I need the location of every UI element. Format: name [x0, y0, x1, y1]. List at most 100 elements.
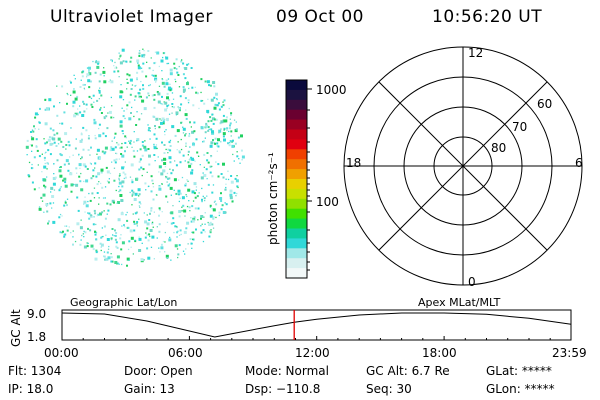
image-pixel: [188, 200, 190, 202]
image-pixel: [88, 135, 90, 137]
image-pixel: [151, 94, 154, 97]
image-pixel: [64, 184, 68, 188]
image-pixel: [160, 59, 164, 63]
image-pixel: [156, 194, 158, 196]
image-pixel: [224, 188, 227, 191]
image-pixel: [211, 207, 213, 210]
image-pixel: [66, 92, 68, 95]
image-pixel: [81, 234, 83, 237]
image-pixel: [134, 193, 137, 195]
image-pixel: [53, 133, 56, 136]
image-pixel: [126, 146, 128, 148]
image-pixel: [67, 93, 69, 96]
image-pixel: [140, 113, 143, 115]
image-pixel: [25, 145, 29, 149]
status-seq: Seq: 30: [366, 382, 412, 396]
image-pixel: [150, 209, 153, 212]
image-pixel: [190, 126, 192, 128]
image-pixel: [118, 190, 120, 193]
image-pixel: [120, 84, 122, 86]
image-pixel: [60, 154, 63, 157]
image-pixel: [89, 229, 92, 232]
image-pixel: [204, 231, 206, 233]
image-pixel: [153, 133, 156, 136]
image-pixel: [113, 137, 115, 139]
image-pixel: [209, 230, 211, 232]
image-pixel: [72, 230, 74, 232]
colorbar-segment: [286, 248, 307, 259]
image-pixel: [200, 215, 204, 218]
image-pixel: [193, 145, 195, 147]
image-pixel: [194, 196, 197, 199]
image-pixel: [161, 183, 163, 185]
image-pixel: [63, 111, 66, 114]
image-pixel: [160, 172, 164, 176]
image-pixel: [238, 158, 240, 160]
image-pixel: [111, 199, 115, 203]
image-pixel: [138, 237, 142, 241]
image-pixel: [136, 78, 138, 81]
image-pixel: [120, 212, 124, 216]
image-pixel: [166, 105, 169, 107]
image-pixel: [80, 79, 82, 81]
colorbar-segment: [286, 99, 307, 111]
image-pixel: [198, 107, 200, 110]
image-pixel: [223, 138, 226, 142]
image-pixel: [83, 84, 85, 86]
image-pixel: [100, 246, 102, 248]
status-glon: GLon: *****: [486, 382, 555, 396]
image-pixel: [142, 62, 145, 65]
image-pixel: [124, 135, 127, 138]
image-pixel: [237, 186, 239, 189]
image-pixel: [184, 67, 188, 70]
image-pixel: [135, 124, 138, 126]
image-pixel: [90, 146, 92, 149]
image-pixel: [85, 204, 89, 208]
image-pixel: [144, 220, 148, 224]
image-pixel: [99, 73, 102, 76]
image-pixel: [129, 176, 132, 178]
image-pixel: [227, 142, 229, 145]
image-pixel: [169, 186, 173, 190]
image-pixel: [161, 81, 165, 85]
image-pixel: [137, 64, 140, 67]
colorbar-segment: [286, 149, 307, 160]
image-pixel: [222, 114, 225, 117]
image-pixel: [65, 159, 69, 163]
image-pixel: [113, 201, 115, 204]
image-pixel: [34, 116, 37, 119]
image-pixel: [44, 152, 46, 154]
image-pixel: [165, 254, 169, 258]
image-pixel: [69, 172, 73, 176]
image-pixel: [224, 119, 228, 123]
image-pixel: [37, 164, 39, 166]
image-pixel: [213, 106, 217, 110]
image-pixel: [152, 198, 155, 201]
image-pixel: [128, 117, 132, 121]
image-pixel: [155, 137, 158, 140]
image-pixel: [179, 95, 182, 98]
image-pixel: [130, 88, 133, 90]
image-pixel: [169, 139, 172, 142]
image-pixel: [158, 171, 160, 173]
image-pixel: [84, 165, 87, 168]
image-pixel: [236, 175, 238, 177]
image-pixel: [127, 226, 130, 229]
image-pixel: [150, 57, 152, 59]
image-pixel: [94, 257, 98, 261]
image-pixel: [95, 251, 98, 254]
image-pixel: [59, 231, 62, 234]
image-pixel: [209, 231, 212, 234]
image-pixel: [101, 150, 104, 153]
plot-right-title: Apex MLat/MLT: [418, 296, 501, 309]
image-pixel: [105, 257, 109, 261]
image-pixel: [184, 253, 186, 255]
image-pixel: [110, 260, 113, 263]
image-pixel: [187, 180, 189, 182]
image-pixel: [93, 209, 96, 212]
image-pixel: [83, 110, 86, 113]
image-pixel: [201, 100, 204, 102]
image-pixel: [217, 138, 220, 142]
image-pixel: [184, 77, 187, 80]
